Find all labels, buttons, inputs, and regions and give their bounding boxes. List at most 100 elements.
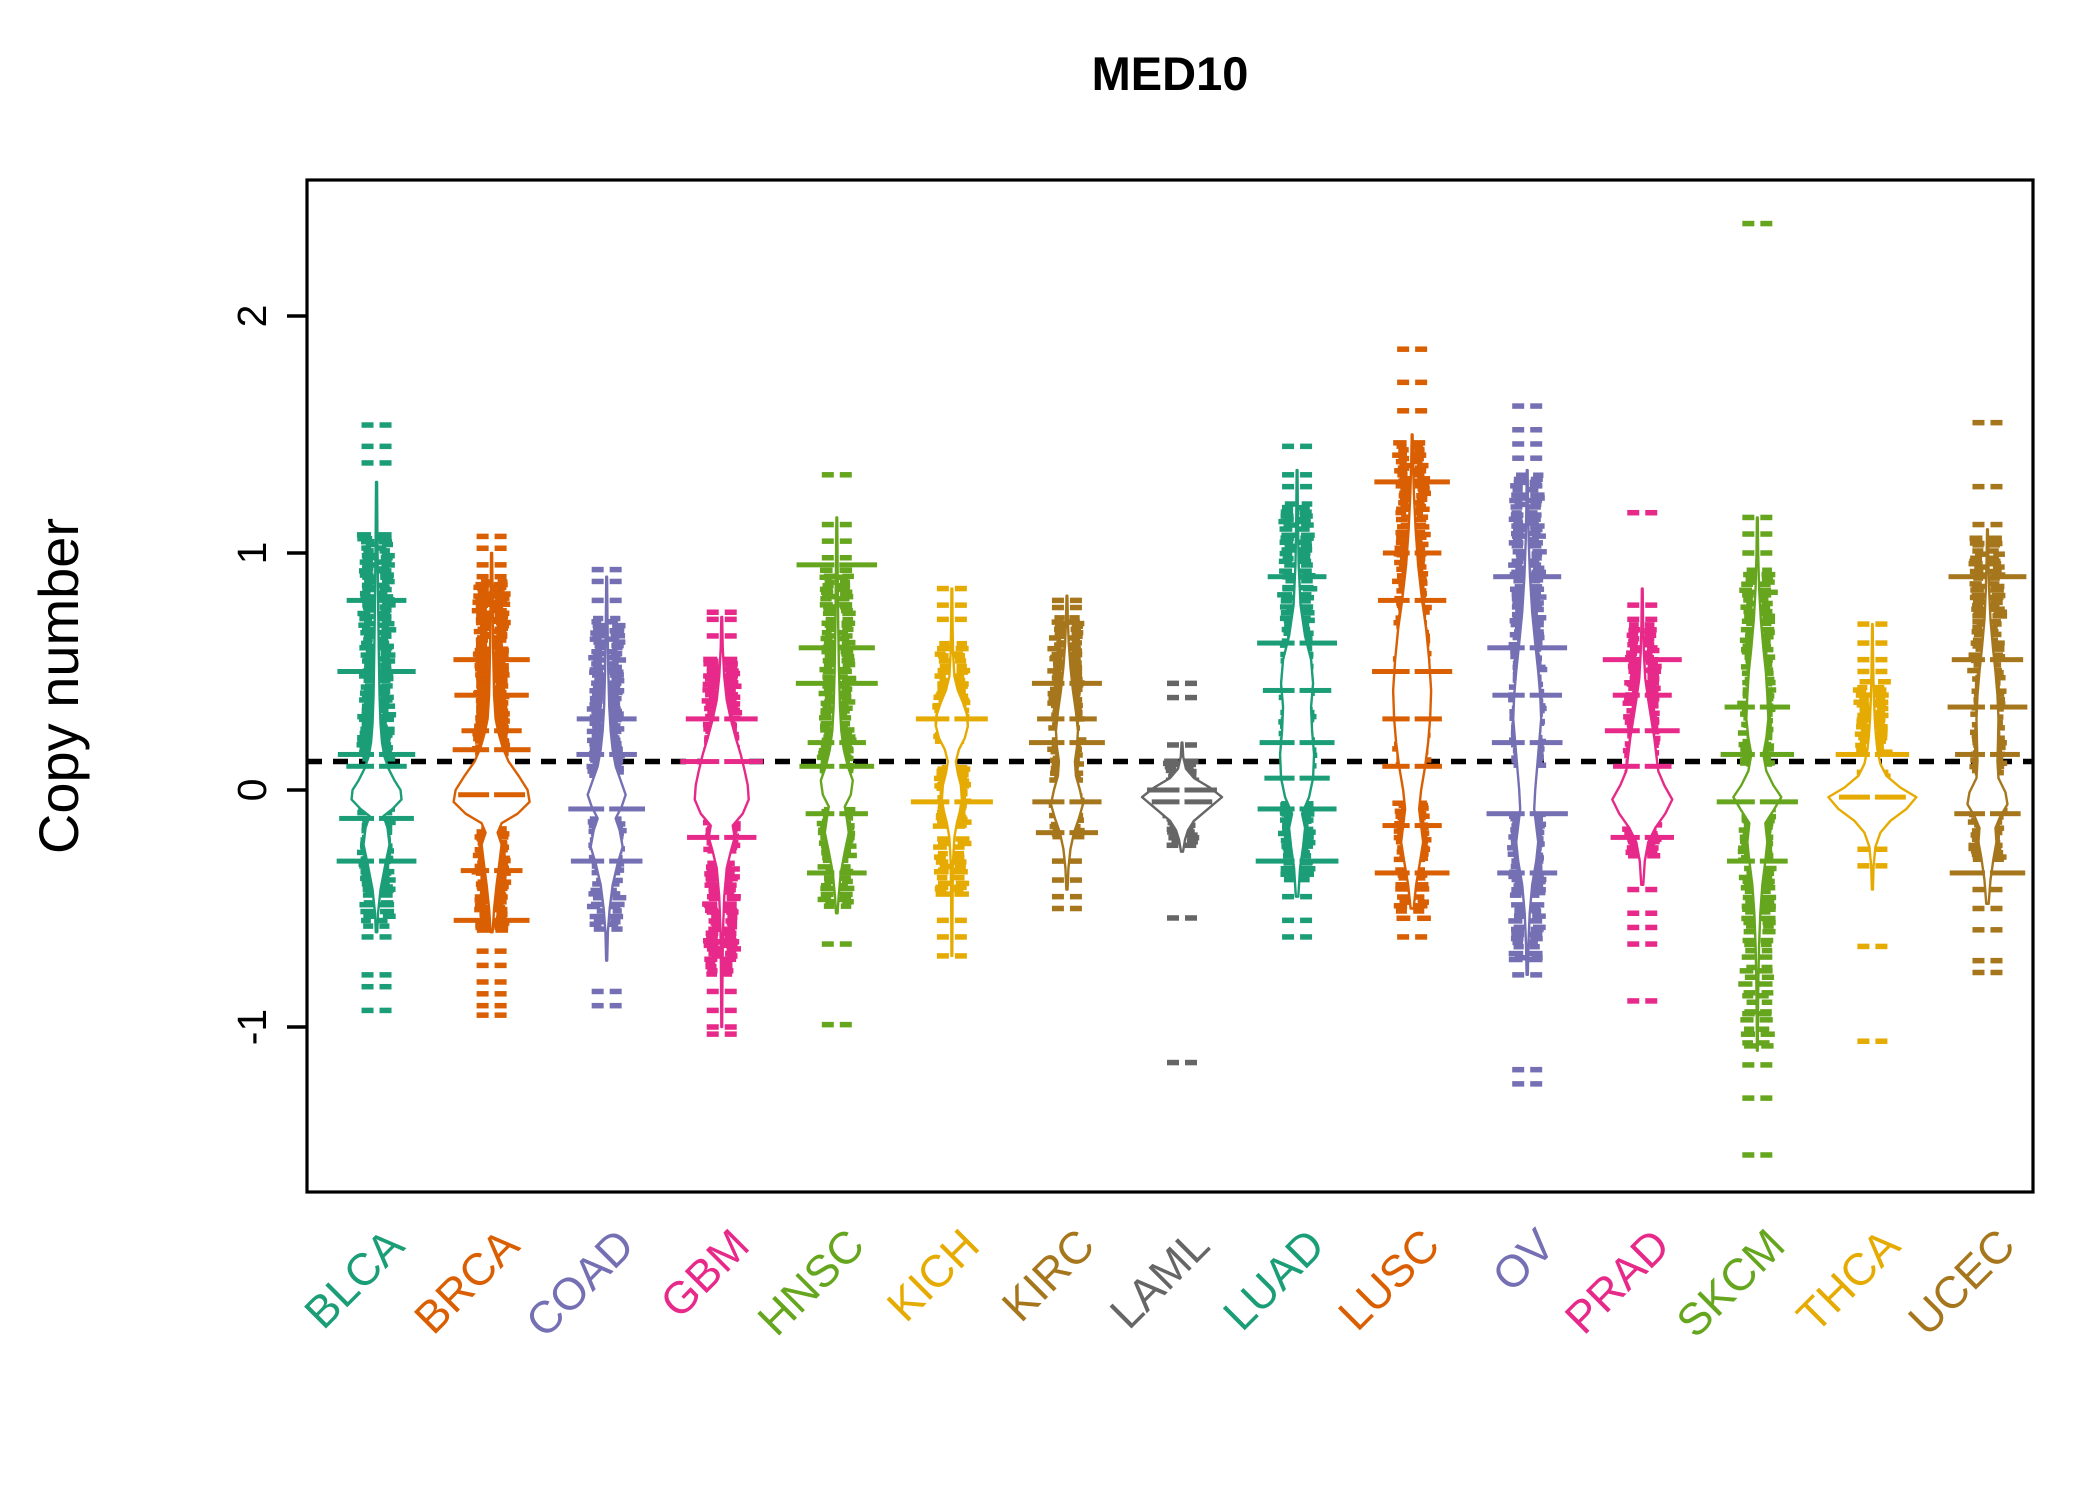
outlier-dash-prad — [1645, 509, 1658, 516]
data-dash-ucec — [1993, 674, 2006, 681]
data-dash-luad — [1302, 869, 1314, 876]
data-dash-blca — [380, 649, 392, 656]
data-dash-kirc — [1071, 629, 1084, 636]
outlier-dash-skcm — [1742, 1095, 1755, 1101]
data-dash-skcm — [1760, 1009, 1772, 1015]
data-dash-ucec — [1969, 558, 1982, 565]
outlier-dash-kirc — [1069, 877, 1082, 883]
data-dash-ov — [1526, 516, 1541, 523]
data-dash-coad — [591, 619, 602, 625]
outlier-dash-skcm — [1760, 514, 1773, 521]
data-dash-lusc — [1414, 447, 1425, 453]
data-dash-thca — [1874, 724, 1888, 730]
data-dash-hnsc — [821, 882, 832, 889]
data-dash-thca — [1875, 735, 1888, 741]
tie-line-gbm — [680, 759, 720, 765]
x-label-skcm: SKCM — [1666, 1219, 1794, 1347]
data-dash-ov — [1529, 931, 1543, 938]
y-tick-label: 0 — [229, 779, 275, 802]
data-dash-luad — [1301, 562, 1313, 568]
data-dash-hnsc — [840, 694, 852, 700]
data-dash-prad — [1647, 676, 1660, 682]
data-dash-brca — [480, 622, 493, 629]
data-dash-gbm — [722, 687, 736, 693]
outlier-dash-gbm — [724, 988, 737, 995]
outlier-dash-gbm — [724, 1024, 737, 1030]
tie-line-skcm — [1759, 799, 1798, 805]
outlier-dash-skcm — [1742, 550, 1755, 556]
data-dash-gbm — [701, 698, 717, 704]
outlier-dash-brca — [494, 962, 507, 969]
data-dash-skcm — [1743, 597, 1753, 603]
data-dash-brca — [479, 889, 490, 896]
data-dash-luad — [1302, 829, 1316, 835]
data-dash-hnsc — [841, 639, 856, 646]
data-dash-hnsc — [842, 734, 856, 740]
tie-line-ov — [1529, 870, 1558, 876]
data-dash-skcm — [1738, 741, 1753, 748]
data-dash-ucec — [1972, 613, 1988, 619]
data-dash-lusc — [1399, 899, 1411, 905]
data-dash-ucec — [1987, 558, 2001, 565]
data-dash-hnsc — [823, 875, 836, 881]
data-dash-lusc — [1414, 564, 1427, 570]
data-dash-gbm — [722, 881, 733, 887]
data-dash-coad — [593, 664, 606, 671]
outlier-dash-thca — [1857, 656, 1870, 663]
data-dash-brca — [476, 704, 490, 711]
outlier-dash-brca — [476, 562, 489, 568]
outlier-dash-ucec — [1972, 540, 1985, 547]
data-dash-gbm — [702, 687, 716, 693]
data-dash-brca — [496, 855, 510, 862]
data-dash-lusc — [1417, 476, 1431, 482]
data-dash-hnsc — [820, 721, 834, 727]
tie-line-coad — [609, 858, 643, 864]
data-dash-lusc — [1392, 452, 1407, 458]
tie-line-ucec — [1989, 574, 2027, 580]
outlier-dash-brca — [476, 573, 489, 580]
data-dash-skcm — [1762, 613, 1776, 619]
data-dash-gbm — [702, 901, 718, 907]
outlier-dash-ucec — [1972, 483, 1985, 490]
data-dash-kirc — [1054, 626, 1065, 633]
data-dash-hnsc — [842, 675, 857, 682]
data-dash-blca — [380, 572, 394, 578]
data-dash-gbm — [726, 946, 742, 952]
data-dash-brca — [495, 889, 506, 896]
outlier-dash-thca — [1875, 863, 1888, 869]
data-dash-gbm — [726, 866, 740, 872]
data-dash-gbm — [706, 874, 721, 880]
data-dash-gbm — [704, 871, 718, 877]
data-dash-blca — [359, 673, 373, 679]
data-dash-ov — [1530, 577, 1544, 583]
data-dash-hnsc — [819, 666, 833, 673]
data-dash-kich — [955, 822, 967, 828]
tie-line-ov — [1487, 645, 1525, 651]
data-dash-prad — [1645, 627, 1657, 633]
data-dash-lusc — [1396, 915, 1411, 922]
data-dash-blca — [361, 694, 375, 701]
tie-line-ov — [1529, 740, 1563, 746]
data-dash-lusc — [1413, 443, 1424, 449]
data-dash-ov — [1508, 562, 1523, 568]
outlier-dash-gbm — [706, 1024, 719, 1030]
data-dash-hnsc — [841, 657, 855, 664]
outlier-dash-coad — [609, 597, 622, 604]
data-dash-blca — [378, 701, 390, 707]
data-dash-brca — [472, 599, 487, 605]
data-dash-hnsc — [818, 690, 833, 697]
data-dash-ucec — [1987, 555, 2000, 562]
data-dash-thca — [1876, 705, 1889, 712]
data-dash-skcm — [1743, 919, 1757, 926]
outlier-dash-hnsc — [839, 941, 852, 947]
data-dash-hnsc — [840, 727, 855, 733]
data-dash-gbm — [706, 666, 718, 673]
tie-line-brca — [461, 728, 490, 734]
outlier-dash-skcm — [1760, 1152, 1773, 1158]
outlier-dash-luad — [1282, 917, 1295, 924]
outlier-dash-blca — [361, 443, 374, 450]
tie-line-ucec — [1955, 751, 1985, 757]
outlier-dash-gbm — [706, 1007, 719, 1014]
data-dash-kich — [954, 891, 969, 897]
